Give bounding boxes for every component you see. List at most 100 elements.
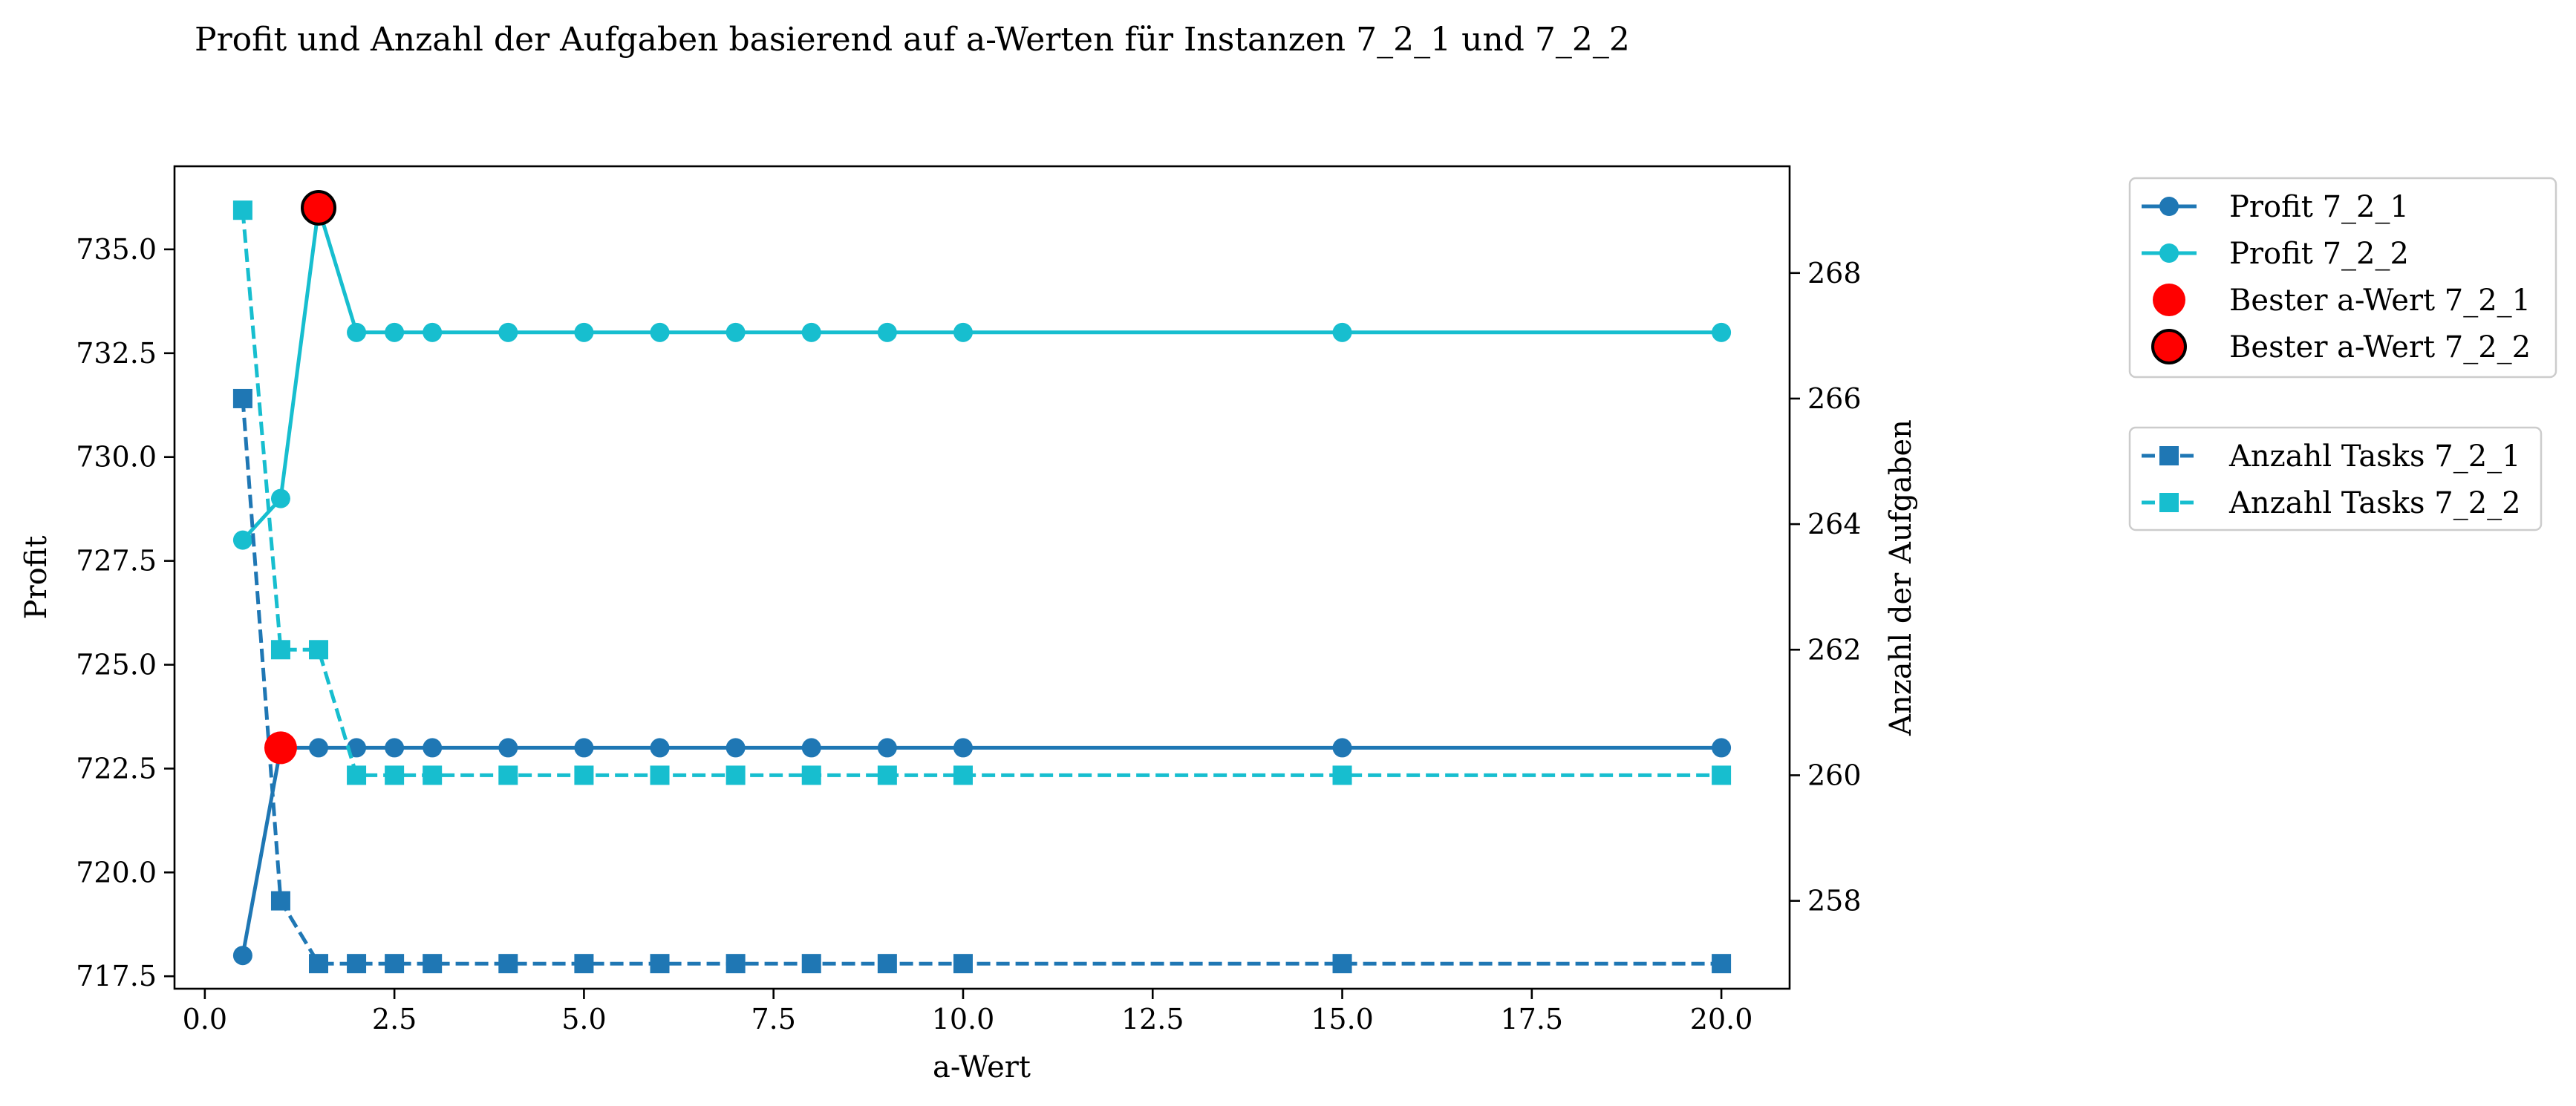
y-tick-label: 730.0 <box>76 441 157 474</box>
x-tick-label: 7.5 <box>751 1003 795 1035</box>
data-point <box>801 738 821 758</box>
legend-2: Anzahl Tasks 7_2_1 Anzahl Tasks 7_2_2 <box>2128 426 2543 531</box>
legend-1: Profit 7_2_1 Profit 7_2_2 Bester a-Wert 7_… <box>2128 177 2557 379</box>
data-point <box>385 765 405 785</box>
y-tick-label: 720.0 <box>76 856 157 889</box>
data-point <box>423 738 443 758</box>
legend-entry-profit-7-2-2: Profit 7_2_2 <box>2142 237 2409 271</box>
y-right-tick-label: 262 <box>1807 633 1862 666</box>
legend-frame <box>2128 426 2543 531</box>
axis-ticks: 0.0 2.5 5.0 7.5 10.0 12.5 15.0 17.5 20.0 717.5 720… <box>76 233 1861 1035</box>
data-point <box>347 765 367 785</box>
data-point <box>725 954 746 974</box>
legend-marker <box>2153 284 2185 316</box>
data-point <box>725 322 746 342</box>
data-point <box>1712 322 1732 342</box>
y-axis-label: Profit <box>19 536 53 620</box>
series-anzahl-tasks-7-2-2 <box>232 200 1732 785</box>
data-point <box>270 891 290 911</box>
y-tick-label: 722.5 <box>76 752 157 785</box>
data-point <box>574 765 594 785</box>
plot-area <box>232 189 1732 974</box>
data-point <box>801 954 821 974</box>
data-point <box>877 322 897 342</box>
y-right-tick-label: 260 <box>1807 759 1862 791</box>
legend-marker <box>2159 493 2179 512</box>
data-point <box>1712 738 1732 758</box>
data-point <box>650 954 670 974</box>
data-point <box>1332 765 1352 785</box>
x-tick-label: 12.5 <box>1121 1003 1184 1035</box>
data-point <box>877 765 897 785</box>
data-point <box>574 954 594 974</box>
data-point <box>232 388 252 408</box>
data-point <box>498 954 518 974</box>
data-point <box>232 530 252 550</box>
series-line <box>241 209 1722 777</box>
legend-label: Profit 7_2_1 <box>2229 190 2409 224</box>
data-point <box>650 322 670 342</box>
data-point <box>232 946 252 966</box>
data-point <box>1332 322 1352 342</box>
legends: Profit 7_2_1 Profit 7_2_2 Bester a-Wert 7_… <box>2128 177 2557 531</box>
data-point <box>347 322 367 342</box>
data-point <box>953 322 973 342</box>
y-tick-label: 735.0 <box>76 233 157 266</box>
x-tick-label: 20.0 <box>1690 1003 1753 1035</box>
y-tick-label: 727.5 <box>76 545 157 577</box>
series-line <box>241 207 1722 542</box>
data-point <box>423 765 443 785</box>
highlight-bester-a-wert-7-2-2 <box>301 189 337 226</box>
x-axis-label: a-Wert <box>933 1050 1031 1084</box>
data-point <box>1712 954 1732 974</box>
data-point <box>801 765 821 785</box>
data-point <box>498 322 518 342</box>
data-point <box>650 738 670 758</box>
data-point <box>574 322 594 342</box>
data-point <box>309 738 329 758</box>
data-point <box>347 954 367 974</box>
y-axis-right-label: Anzahl der Aufgaben <box>1884 419 1918 736</box>
data-point <box>953 738 973 758</box>
legend-frame <box>2128 177 2557 379</box>
data-point <box>725 765 746 785</box>
legend-label: Anzahl Tasks 7_2_2 <box>2228 486 2521 520</box>
data-point <box>270 488 290 508</box>
data-point <box>423 322 443 342</box>
y-right-tick-label: 264 <box>1807 508 1862 540</box>
x-tick-label: 2.5 <box>372 1003 417 1035</box>
series-anzahl-tasks-7-2-1 <box>232 388 1732 974</box>
legend-label: Bester a-Wert 7_2_2 <box>2229 330 2531 364</box>
x-tick-label: 0.0 <box>183 1003 227 1035</box>
data-point <box>801 322 821 342</box>
data-point <box>270 640 290 660</box>
y-right-tick-label: 266 <box>1807 382 1862 415</box>
legend-entry-anzahl-tasks-7-2-1: Anzahl Tasks 7_2_1 <box>2142 439 2521 474</box>
x-tick-label: 5.0 <box>561 1003 606 1035</box>
data-point <box>385 322 405 342</box>
legend-marker <box>2151 329 2187 364</box>
data-point <box>650 765 670 785</box>
legend-entry-bester-a-wert-7-2-1: Bester a-Wert 7_2_1 <box>2153 284 2531 318</box>
y-right-tick-label: 258 <box>1807 885 1862 917</box>
series-line <box>241 745 1722 956</box>
legend-label: Anzahl Tasks 7_2_1 <box>2228 439 2521 474</box>
data-point <box>1712 765 1732 785</box>
legend-marker <box>2159 446 2179 465</box>
y-tick-label: 717.5 <box>76 960 157 992</box>
legend-marker <box>2159 197 2179 216</box>
data-point <box>498 738 518 758</box>
data-point <box>385 738 405 758</box>
y-right-tick-label: 268 <box>1807 257 1862 289</box>
axes-frame <box>173 165 1791 990</box>
chart-title: Profit und Anzahl der Aufgaben basierend… <box>195 21 1630 59</box>
series-profit-7-2-1 <box>232 738 1732 966</box>
data-point <box>1332 954 1352 974</box>
x-tick-label: 15.0 <box>1311 1003 1374 1035</box>
data-point <box>498 765 518 785</box>
data-point <box>385 954 405 974</box>
highlight-bester-a-wert-7-2-1 <box>264 731 297 765</box>
series-profit-7-2-2 <box>232 197 1732 550</box>
legend-marker <box>2159 243 2179 263</box>
